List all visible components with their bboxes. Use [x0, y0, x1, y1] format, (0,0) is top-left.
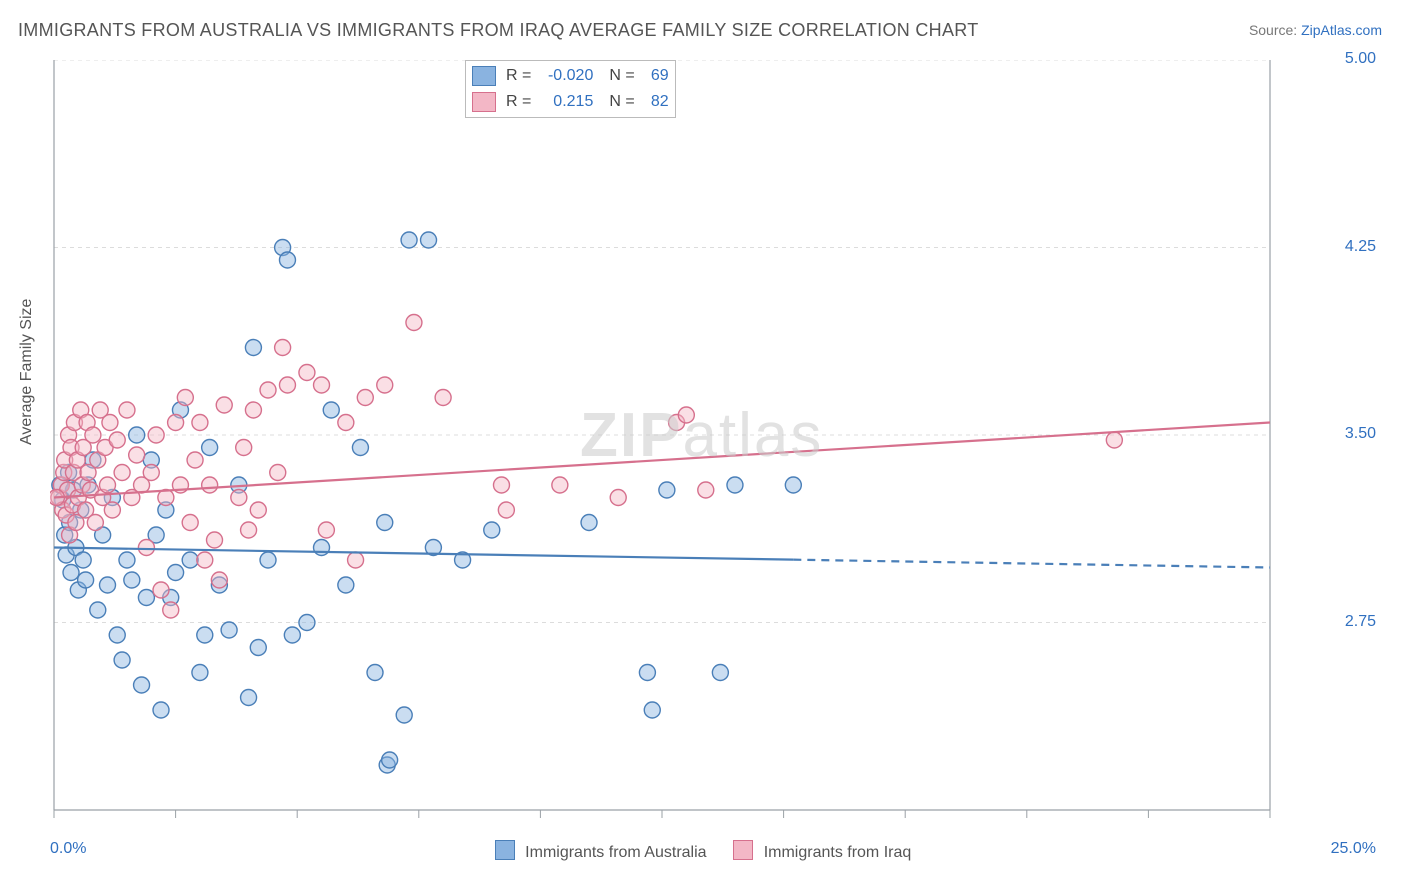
- n-value: 82: [641, 93, 669, 111]
- legend-stats-box: R = -0.020 N = 69 R = 0.215 N = 82: [465, 60, 676, 118]
- legend-stats-row-2: R = 0.215 N = 82: [472, 89, 669, 115]
- y-tick-label: 2.75: [1345, 613, 1376, 631]
- legend-bottom: Immigrants from Australia Immigrants fro…: [0, 840, 1406, 862]
- watermark: ZIPatlas: [580, 400, 823, 471]
- n-label: N =: [609, 93, 634, 111]
- source-label: Source:: [1249, 22, 1297, 38]
- chart-title: IMMIGRANTS FROM AUSTRALIA VS IMMIGRANTS …: [18, 20, 979, 41]
- legend-swatch-iraq: [733, 840, 753, 860]
- legend-swatch-iraq: [472, 92, 496, 112]
- legend-label-iraq: Immigrants from Iraq: [764, 844, 912, 861]
- r-value: 0.215: [537, 93, 593, 111]
- y-tick-label: 5.00: [1345, 50, 1376, 68]
- y-axis-label: Average Family Size: [18, 299, 36, 445]
- r-value: -0.020: [537, 67, 593, 85]
- watermark-bold: ZIP: [580, 401, 682, 470]
- y-tick-label: 3.50: [1345, 425, 1376, 443]
- legend-swatch-australia: [472, 66, 496, 86]
- r-label: R =: [506, 67, 531, 85]
- n-label: N =: [609, 67, 634, 85]
- y-tick-label: 4.25: [1345, 238, 1376, 256]
- legend-stats-row-1: R = -0.020 N = 69: [472, 63, 669, 89]
- source-link[interactable]: ZipAtlas.com: [1301, 22, 1382, 38]
- r-label: R =: [506, 93, 531, 111]
- source-line: Source: ZipAtlas.com: [1249, 22, 1382, 38]
- legend-swatch-australia: [495, 840, 515, 860]
- watermark-rest: atlas: [682, 401, 823, 470]
- n-value: 69: [641, 67, 669, 85]
- legend-label-australia: Immigrants from Australia: [525, 844, 706, 861]
